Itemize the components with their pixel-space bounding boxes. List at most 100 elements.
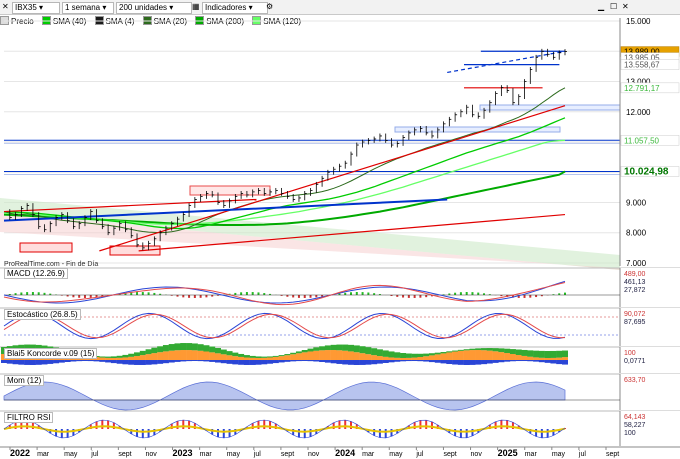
koncorde-green-bar bbox=[238, 353, 245, 357]
price-label-text: 10.024,98 bbox=[624, 167, 669, 178]
macd-line bbox=[3, 280, 566, 304]
mom-axis-bg bbox=[620, 374, 680, 410]
close-window-icon[interactable]: ✕ bbox=[622, 2, 629, 11]
indicators-icon[interactable]: ▦ bbox=[192, 2, 200, 11]
settings-icon[interactable]: ⚙ bbox=[266, 2, 274, 11]
koncorde-blue-bar bbox=[295, 360, 302, 362]
koncorde-orange-bar bbox=[388, 357, 395, 360]
koncorde-orange-bar bbox=[434, 354, 441, 360]
koncorde-blue-bar bbox=[481, 360, 488, 365]
koncorde-blue-bar bbox=[1, 360, 7, 363]
koncorde-green-bar bbox=[394, 352, 401, 358]
koncorde-orange-bar bbox=[168, 350, 175, 360]
koncorde-green-bar bbox=[116, 355, 123, 358]
koncorde-blue-bar bbox=[41, 360, 48, 365]
koncorde-blue-bar bbox=[6, 360, 13, 364]
time-tick-label: jul bbox=[253, 451, 261, 458]
sma40-swatch-icon bbox=[41, 16, 51, 25]
koncorde-green-bar bbox=[446, 351, 453, 353]
koncorde-title[interactable]: Blai5 Koncorde v.09 (15) bbox=[4, 348, 98, 359]
macd-title[interactable]: MACD (12.26.9) bbox=[4, 268, 68, 279]
koncorde-green-bar bbox=[371, 348, 378, 356]
koncorde-blue-bar bbox=[128, 360, 135, 365]
koncorde-blue-bar bbox=[400, 360, 407, 362]
koncorde-blue-bar bbox=[463, 360, 470, 365]
koncorde-blue-bar bbox=[35, 360, 42, 365]
koncorde-blue-bar bbox=[562, 360, 568, 365]
koncorde-green-bar bbox=[243, 355, 250, 358]
koncorde-blue-bar bbox=[249, 360, 256, 365]
mom-title[interactable]: Mom (12) bbox=[4, 375, 45, 386]
time-tick-label: jul bbox=[90, 451, 98, 458]
koncorde-blue-bar bbox=[324, 360, 331, 363]
units-select[interactable]: 200 unidades ▾ bbox=[116, 2, 192, 14]
koncorde-blue-bar bbox=[428, 360, 435, 363]
koncorde-green-bar bbox=[278, 355, 285, 357]
koncorde-green-bar bbox=[382, 350, 389, 357]
time-tick-label: nov bbox=[145, 451, 157, 458]
koncorde-blue-bar bbox=[348, 360, 355, 365]
koncorde-blue-bar bbox=[162, 360, 169, 364]
koncorde-blue-bar bbox=[58, 360, 65, 363]
koncorde-orange-bar bbox=[342, 350, 349, 360]
koncorde-green-bar bbox=[330, 344, 337, 351]
koncorde-green-bar bbox=[324, 345, 331, 351]
period-select[interactable]: 1 semana ▾ bbox=[62, 2, 114, 14]
time-tick-label: mar bbox=[525, 451, 538, 458]
koncorde-blue-bar bbox=[105, 360, 112, 363]
koncorde-green-bar bbox=[180, 343, 187, 351]
koncorde-orange-bar bbox=[174, 350, 181, 360]
koncorde-orange-bar bbox=[284, 355, 291, 360]
indicators-button[interactable]: Indicadores ▾ bbox=[202, 2, 268, 14]
price-series bbox=[9, 48, 567, 251]
koncorde-axis-value: 100 bbox=[624, 350, 636, 357]
koncorde-green-bar bbox=[463, 349, 470, 351]
koncorde-orange-bar bbox=[110, 357, 117, 360]
koncorde-green-bar bbox=[255, 356, 262, 358]
koncorde-blue-bar bbox=[509, 360, 516, 362]
maximize-icon[interactable]: ☐ bbox=[610, 2, 618, 11]
koncorde-green-bar bbox=[110, 356, 117, 358]
price-label-text: 13.989,00 bbox=[624, 48, 660, 57]
koncorde-blue-bar bbox=[388, 360, 395, 363]
koncorde-blue-bar bbox=[87, 360, 94, 362]
koncorde-green-bar bbox=[122, 354, 129, 358]
koncorde-blue-bar bbox=[498, 360, 505, 363]
koncorde-green-bar bbox=[209, 346, 216, 353]
koncorde-orange-bar bbox=[157, 352, 164, 360]
koncorde-orange-bar bbox=[463, 350, 470, 360]
koncorde-green-bar bbox=[440, 352, 447, 354]
koncorde-orange-bar bbox=[186, 350, 193, 360]
koncorde-blue-bar bbox=[18, 360, 25, 365]
koncorde-axis-value: 0,0771 bbox=[624, 358, 646, 365]
koncorde-orange-bar bbox=[400, 357, 407, 360]
koncorde-blue-bar bbox=[365, 360, 372, 365]
price-swatch-icon bbox=[0, 16, 9, 25]
koncorde-blue-bar bbox=[191, 360, 198, 362]
stoch-title[interactable]: Estocástico (26.8.5) bbox=[4, 309, 81, 320]
koncorde-blue-bar bbox=[151, 360, 158, 365]
time-tick-label: nov bbox=[308, 451, 320, 458]
symbol-select[interactable]: IBX35 ▾ bbox=[12, 2, 60, 14]
koncorde-orange-bar bbox=[162, 351, 169, 360]
close-icon[interactable]: ✕ bbox=[2, 2, 9, 11]
time-tick-label: may bbox=[552, 451, 566, 458]
koncorde-blue-bar bbox=[29, 360, 36, 365]
price-label-text: 13.558,67 bbox=[624, 61, 660, 70]
time-tick-label: 2025 bbox=[498, 448, 518, 458]
resistance-box-2 bbox=[394, 126, 561, 133]
rsi-title[interactable]: FILTRO RSI bbox=[4, 412, 54, 423]
koncorde-orange-bar bbox=[203, 351, 210, 360]
minimize-icon[interactable]: ▁ bbox=[598, 2, 605, 11]
koncorde-orange-bar bbox=[197, 350, 204, 360]
koncorde-orange-bar bbox=[313, 350, 320, 360]
koncorde-blue-bar bbox=[515, 360, 522, 362]
koncorde-green-bar bbox=[457, 349, 464, 351]
koncorde-orange-bar bbox=[556, 357, 563, 360]
koncorde-blue-bar bbox=[457, 360, 464, 365]
koncorde-green-bar bbox=[151, 347, 158, 354]
macd-signal-line bbox=[3, 282, 566, 306]
koncorde-orange-bar bbox=[301, 352, 308, 360]
koncorde-blue-bar bbox=[70, 360, 77, 362]
